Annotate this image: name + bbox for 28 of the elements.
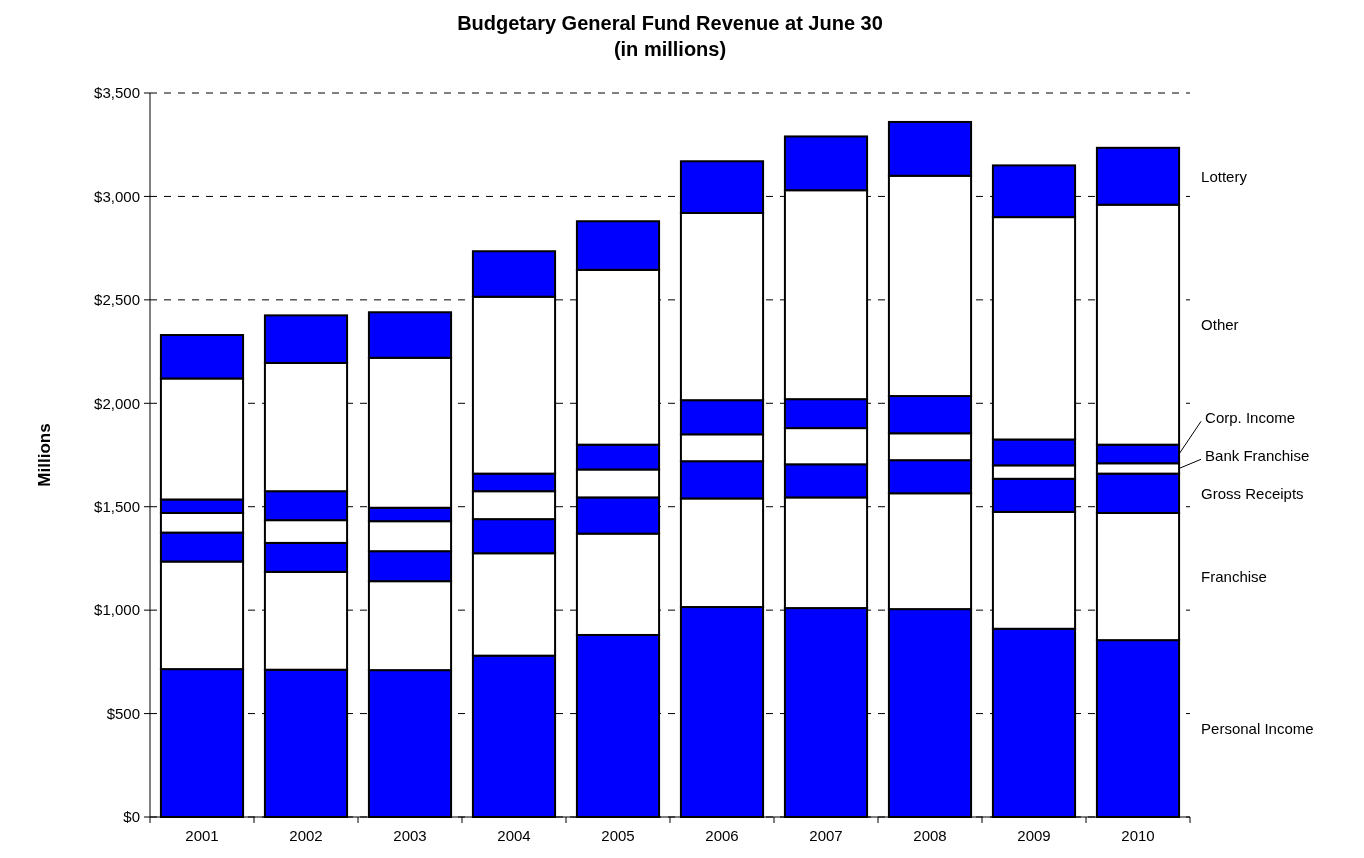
x-tick-label: 2009 [1017,827,1051,844]
y-axis-title: Millions [35,423,54,487]
text: Corp. Income [1205,408,1296,426]
y-tick-label: $500 [106,704,140,722]
chart-subtitle: (in millions) [613,38,727,60]
x-tick-label: 2003 [393,827,427,844]
x-tick-label: 2001 [185,827,219,844]
y-tick-label: $2,500 [94,291,140,309]
series-label: Other [1201,315,1239,333]
x-tick-label: 2002 [289,827,323,844]
x-tick-label: 2008 [913,827,947,844]
y-tick-label: $0 [123,808,140,826]
y-tick-label: $3,500 [94,84,140,102]
x-tick-label: 2010 [1121,827,1155,844]
y-tick-label: $1,000 [94,601,140,619]
y-tick-label: $3,000 [94,187,140,205]
legend-label: Bank Franchise [1205,446,1310,464]
series-label: Gross Receipts [1201,484,1304,502]
y-tick-label: $1,500 [94,497,140,515]
series-label: Personal Income [1201,719,1314,737]
x-tick-label: 2007 [809,827,843,844]
chart-title: Budgetary General Fund Revenue at June 30 [457,12,883,34]
x-tick-label: 2004 [497,827,531,844]
x-tick-label: 2006 [705,827,739,844]
x-tick-label: 2005 [601,827,635,844]
series-label: Lottery [1201,167,1248,185]
series-label: Franchise [1201,567,1267,585]
y-tick-label: $2,000 [94,394,140,412]
